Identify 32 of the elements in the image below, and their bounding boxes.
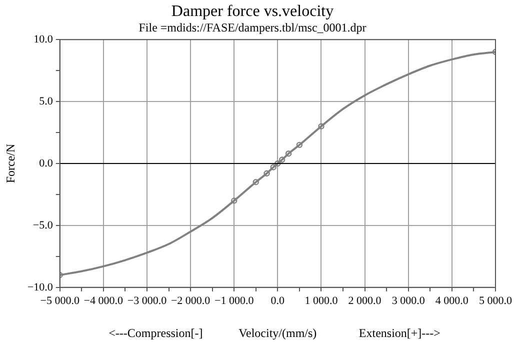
point	[270, 164, 276, 170]
point	[318, 123, 324, 130]
x-axis-title: Velocity/(mm/s)	[238, 326, 317, 340]
point	[285, 150, 292, 157]
chart-subtitle: File =mdids://FASE/dampers.tbl/msc_0001.dpr	[138, 20, 366, 35]
text: Extension[+]--->	[358, 326, 441, 340]
point	[274, 160, 281, 167]
x-tick-label: −3 000.0	[127, 294, 168, 307]
x-tick-label: −1 000.0	[214, 294, 254, 307]
point	[252, 178, 259, 186]
x-tick-label: −2 000.0	[170, 294, 211, 307]
x-tick-label: 2 000.0	[348, 294, 382, 307]
y-tick-label: 0.0	[39, 157, 54, 170]
y-axis-title: Force/N	[3, 144, 18, 184]
point	[264, 170, 270, 177]
x-tick-label: −4 000.0	[84, 294, 124, 307]
x-tick-label: 5 000.0	[479, 294, 512, 307]
y-tick-label: 5.0	[39, 95, 54, 108]
point	[278, 156, 286, 163]
chart-title: Damper force vs.velocity	[171, 2, 334, 20]
x-tick-label: −5 000.0	[40, 294, 80, 307]
y-tick-label: −5.0	[32, 219, 54, 232]
x-tick-label: 4 000.0	[435, 294, 469, 307]
text: <---Compression[-]	[108, 326, 203, 340]
x-tick-label: 3 000.0	[392, 294, 426, 307]
y-tick-label: 10.0	[34, 33, 54, 46]
point	[231, 198, 238, 204]
y-tick-label: −10.0	[27, 281, 54, 294]
point	[296, 142, 303, 148]
x-tick-label: 0.0	[270, 294, 286, 307]
line-series	[60, 50, 496, 276]
x-tick-label: 1 000.0	[304, 294, 338, 307]
